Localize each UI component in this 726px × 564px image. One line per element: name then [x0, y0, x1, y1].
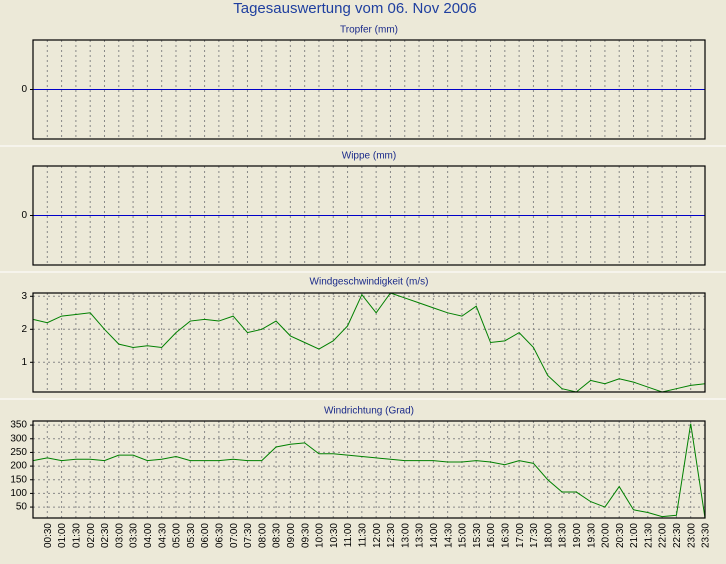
x-tick-label: 12:00 — [372, 523, 383, 548]
plot-frame — [32, 292, 706, 393]
chart-title: Tropfer (mm) — [340, 25, 398, 36]
y-tick-label: 1 — [21, 357, 27, 368]
x-tick-label: 20:00 — [601, 523, 612, 548]
y-tick-label: 0 — [21, 210, 27, 221]
x-tick-label: 04:30 — [157, 523, 168, 548]
x-tick-label: 02:30 — [100, 523, 111, 548]
x-tick-label: 17:30 — [529, 523, 540, 548]
x-tick-label: 20:30 — [615, 523, 626, 548]
y-tick-label: 350 — [10, 420, 27, 431]
y-tick-label: 50 — [16, 502, 28, 513]
data-line — [32, 423, 706, 519]
x-tick-label: 08:00 — [257, 523, 268, 548]
x-tick-label: 14:00 — [429, 523, 440, 548]
x-tick-label: 06:00 — [200, 523, 211, 548]
x-tick-label: 13:30 — [415, 523, 426, 548]
x-tick-label: 23:30 — [701, 523, 712, 548]
chart-title: Windrichtung (Grad) — [324, 406, 414, 417]
x-tick-label: 03:00 — [114, 523, 125, 548]
x-tick-label: 13:00 — [400, 523, 411, 548]
x-tick-label: 02:00 — [86, 523, 97, 548]
x-tick-label: 07:00 — [229, 523, 240, 548]
x-tick-label: 10:00 — [315, 523, 326, 548]
x-tick-label: 16:00 — [486, 523, 497, 548]
x-tick-label: 11:00 — [343, 523, 354, 548]
y-tick-label: 2 — [21, 324, 27, 335]
x-tick-label: 23:00 — [686, 523, 697, 548]
x-tick-label: 19:00 — [572, 523, 583, 548]
x-tick-label: 12:30 — [386, 523, 397, 548]
x-tick-label: 15:00 — [458, 523, 469, 548]
x-tick-label: 22:00 — [658, 523, 669, 548]
x-tick-label: 01:00 — [57, 523, 68, 548]
x-tick-label: 11:30 — [357, 523, 368, 548]
plot-frame — [32, 165, 706, 266]
chart-title: Wippe (mm) — [342, 151, 396, 162]
x-tick-label: 17:00 — [515, 523, 526, 548]
x-tick-label: 05:30 — [186, 523, 197, 548]
plot-frame — [32, 39, 706, 140]
y-tick-label: 100 — [10, 488, 27, 499]
y-tick-label: 300 — [10, 433, 27, 444]
x-tick-label: 14:30 — [443, 523, 454, 548]
x-tick-label: 21:30 — [643, 523, 654, 548]
plot-frame — [32, 420, 706, 519]
x-tick-label: 05:00 — [172, 523, 183, 548]
x-tick-label: 19:30 — [586, 523, 597, 548]
x-tick-label: 03:30 — [129, 523, 140, 548]
x-tick-label: 04:00 — [143, 523, 154, 548]
x-tick-label: 06:30 — [215, 523, 226, 548]
y-tick-label: 250 — [10, 447, 27, 458]
x-tick-label: 18:30 — [558, 523, 569, 548]
x-tick-label: 09:30 — [300, 523, 311, 548]
x-tick-label: 07:30 — [243, 523, 254, 548]
x-tick-label: 08:30 — [272, 523, 283, 548]
x-tick-label: 01:30 — [72, 523, 83, 548]
y-tick-label: 150 — [10, 474, 27, 485]
chart-title: Windgeschwindigkeit (m/s) — [310, 277, 429, 288]
data-line — [32, 292, 706, 393]
x-tick-label: 10:30 — [329, 523, 340, 548]
x-tick-label: 22:30 — [672, 523, 683, 548]
page-title: Tagesauswertung vom 06. Nov 2006 — [233, 0, 476, 17]
y-tick-label: 3 — [21, 291, 27, 302]
x-tick-label: 00:30 — [43, 523, 54, 548]
x-tick-label: 16:30 — [500, 523, 511, 548]
y-tick-label: 0 — [21, 84, 27, 95]
y-tick-label: 200 — [10, 461, 27, 472]
x-tick-label: 09:00 — [286, 523, 297, 548]
x-tick-label: 21:00 — [629, 523, 640, 548]
x-tick-label: 18:00 — [543, 523, 554, 548]
x-tick-label: 15:30 — [472, 523, 483, 548]
